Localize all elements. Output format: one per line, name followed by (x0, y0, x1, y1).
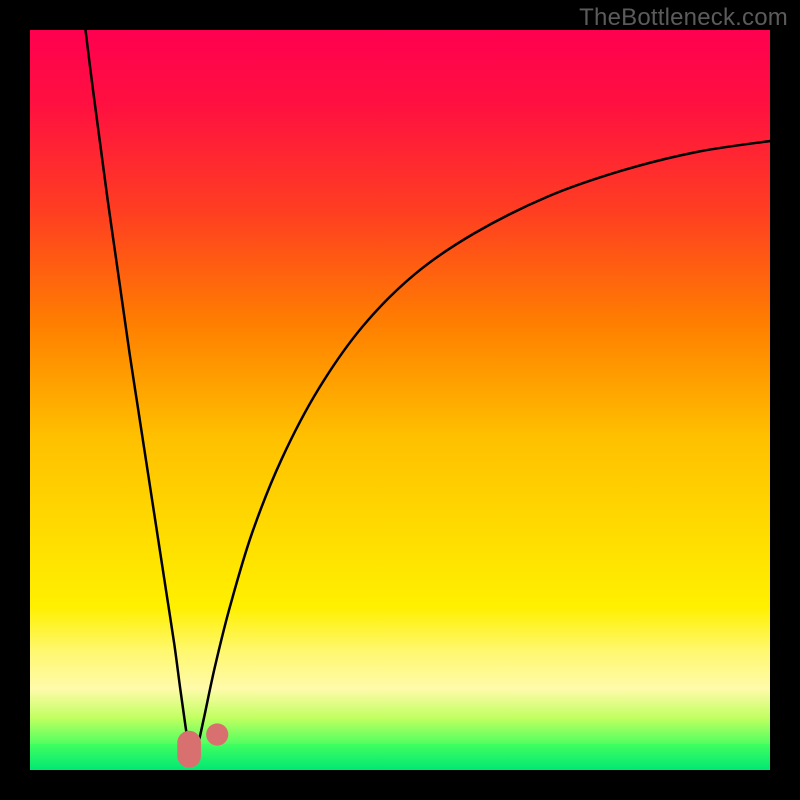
watermark-text: TheBottleneck.com (579, 4, 788, 32)
chart-container: TheBottleneck.com (0, 0, 800, 800)
plot-background (30, 30, 770, 770)
marker-0 (177, 731, 201, 768)
plot-green-band (30, 744, 770, 770)
bottleneck-chart (0, 0, 800, 800)
marker-1 (206, 723, 228, 745)
